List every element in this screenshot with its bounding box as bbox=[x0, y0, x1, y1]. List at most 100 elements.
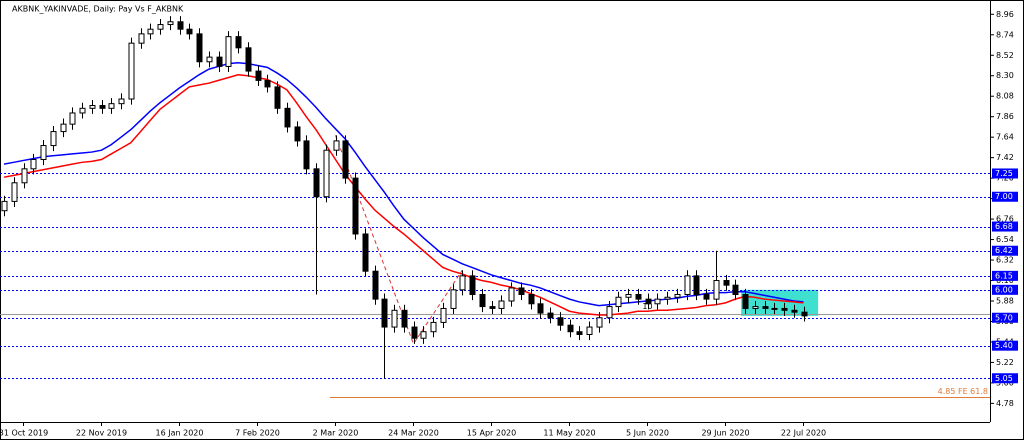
candle-body bbox=[762, 306, 769, 309]
y-tick-label: 5.22 bbox=[996, 358, 1014, 367]
candle-body bbox=[372, 270, 379, 300]
candle-body bbox=[771, 307, 778, 310]
y-tick-label: 6.76 bbox=[996, 215, 1014, 224]
candle-body bbox=[216, 56, 223, 67]
candle-body bbox=[177, 21, 184, 30]
candle-body bbox=[489, 306, 496, 309]
candle-body bbox=[21, 168, 28, 184]
level-label: 5.40 bbox=[995, 341, 1013, 350]
candle-body bbox=[264, 79, 271, 88]
level-label-box bbox=[992, 312, 1018, 323]
candle-body bbox=[284, 107, 291, 128]
candle-body bbox=[674, 293, 681, 298]
candle-body bbox=[723, 280, 730, 286]
zone-box bbox=[741, 289, 819, 316]
y-tick-label: 7.86 bbox=[996, 112, 1014, 121]
x-tick-label: 24 Mar 2020 bbox=[388, 429, 439, 438]
candle-body bbox=[752, 306, 759, 309]
candle-body bbox=[255, 70, 262, 81]
candle-body bbox=[167, 21, 174, 26]
candle-body bbox=[420, 331, 427, 339]
candle-body bbox=[196, 33, 203, 63]
y-tick-label: 8.30 bbox=[996, 71, 1014, 80]
level-label: 7.25 bbox=[995, 169, 1013, 178]
level-label-box bbox=[992, 340, 1018, 351]
candle-body bbox=[147, 28, 154, 35]
candle-body bbox=[479, 293, 486, 308]
y-tick-label: 7.64 bbox=[996, 133, 1014, 142]
candle-body bbox=[108, 103, 115, 109]
candle-body bbox=[625, 293, 632, 298]
candle-body bbox=[235, 36, 242, 49]
candle-body bbox=[498, 300, 505, 309]
level-label: 5.70 bbox=[995, 313, 1013, 322]
candle-body bbox=[138, 33, 145, 44]
level-label-box bbox=[992, 191, 1018, 202]
candle-body bbox=[537, 303, 544, 314]
y-tick-label: 6.32 bbox=[996, 256, 1014, 265]
candle-body bbox=[225, 36, 232, 67]
candle-body bbox=[313, 168, 320, 198]
candle-body bbox=[79, 107, 86, 114]
level-label: 6.00 bbox=[995, 285, 1013, 294]
candle-body bbox=[528, 293, 535, 305]
y-tick-label: 8.74 bbox=[996, 30, 1014, 39]
candle-body bbox=[30, 159, 37, 170]
candle-body bbox=[352, 177, 359, 235]
level-label: 6.42 bbox=[995, 246, 1013, 255]
candle-body bbox=[615, 296, 622, 308]
y-tick-label: 8.96 bbox=[996, 10, 1014, 19]
candle-body bbox=[791, 309, 798, 313]
level-label: 6.68 bbox=[995, 222, 1013, 231]
candle-body bbox=[654, 298, 661, 305]
candle-body bbox=[245, 47, 252, 72]
x-tick-label: 5 Jun 2020 bbox=[626, 429, 669, 438]
candle-body bbox=[781, 307, 788, 311]
candle-body bbox=[557, 317, 564, 326]
level-label: 6.15 bbox=[995, 271, 1013, 280]
candle-body bbox=[801, 311, 808, 317]
candle-body bbox=[518, 287, 525, 295]
candle-body bbox=[693, 275, 700, 295]
x-tick-label: 2 Mar 2020 bbox=[313, 429, 359, 438]
level-label-box bbox=[992, 373, 1018, 384]
candle-body bbox=[440, 307, 447, 323]
candle-body bbox=[450, 289, 457, 309]
level-label: 5.05 bbox=[995, 374, 1013, 383]
candle-body bbox=[742, 293, 749, 309]
x-tick-label: 29 Jun 2020 bbox=[701, 429, 749, 438]
level-label-box bbox=[992, 284, 1018, 295]
candle-body bbox=[401, 309, 408, 328]
candle-body bbox=[732, 284, 739, 295]
y-tick-label: 4.78 bbox=[996, 399, 1014, 408]
x-tick-label: 22 Jul 2020 bbox=[781, 429, 826, 438]
x-tick-label: 31 Oct 2019 bbox=[0, 429, 48, 438]
candle-body bbox=[391, 309, 398, 328]
candle-body bbox=[703, 293, 710, 300]
candle-body bbox=[294, 126, 301, 142]
x-tick-label: 7 Feb 2020 bbox=[235, 429, 280, 438]
fib-path bbox=[335, 135, 463, 345]
candle-body bbox=[430, 321, 437, 333]
annotation: 10 bbox=[642, 302, 652, 311]
x-tick-label: 16 Jan 2020 bbox=[156, 429, 204, 438]
candle-body bbox=[128, 42, 135, 100]
candle-body bbox=[713, 280, 720, 300]
candle-body bbox=[606, 306, 613, 319]
level-label-box bbox=[992, 270, 1018, 281]
y-tick-label: 7.42 bbox=[996, 153, 1014, 162]
candle-body bbox=[303, 140, 310, 170]
candle-body bbox=[186, 28, 193, 35]
candle-body bbox=[567, 324, 574, 333]
candle-body bbox=[50, 131, 57, 147]
candle-body bbox=[206, 56, 213, 63]
x-tick-label: 22 Nov 2019 bbox=[76, 429, 127, 438]
level-label-box bbox=[992, 168, 1018, 179]
level-label: 7.00 bbox=[995, 192, 1013, 201]
x-tick-label: 15 Apr 2020 bbox=[467, 429, 516, 438]
candle-body bbox=[381, 298, 388, 328]
candle-body bbox=[645, 298, 652, 305]
level-label-box bbox=[992, 221, 1018, 232]
